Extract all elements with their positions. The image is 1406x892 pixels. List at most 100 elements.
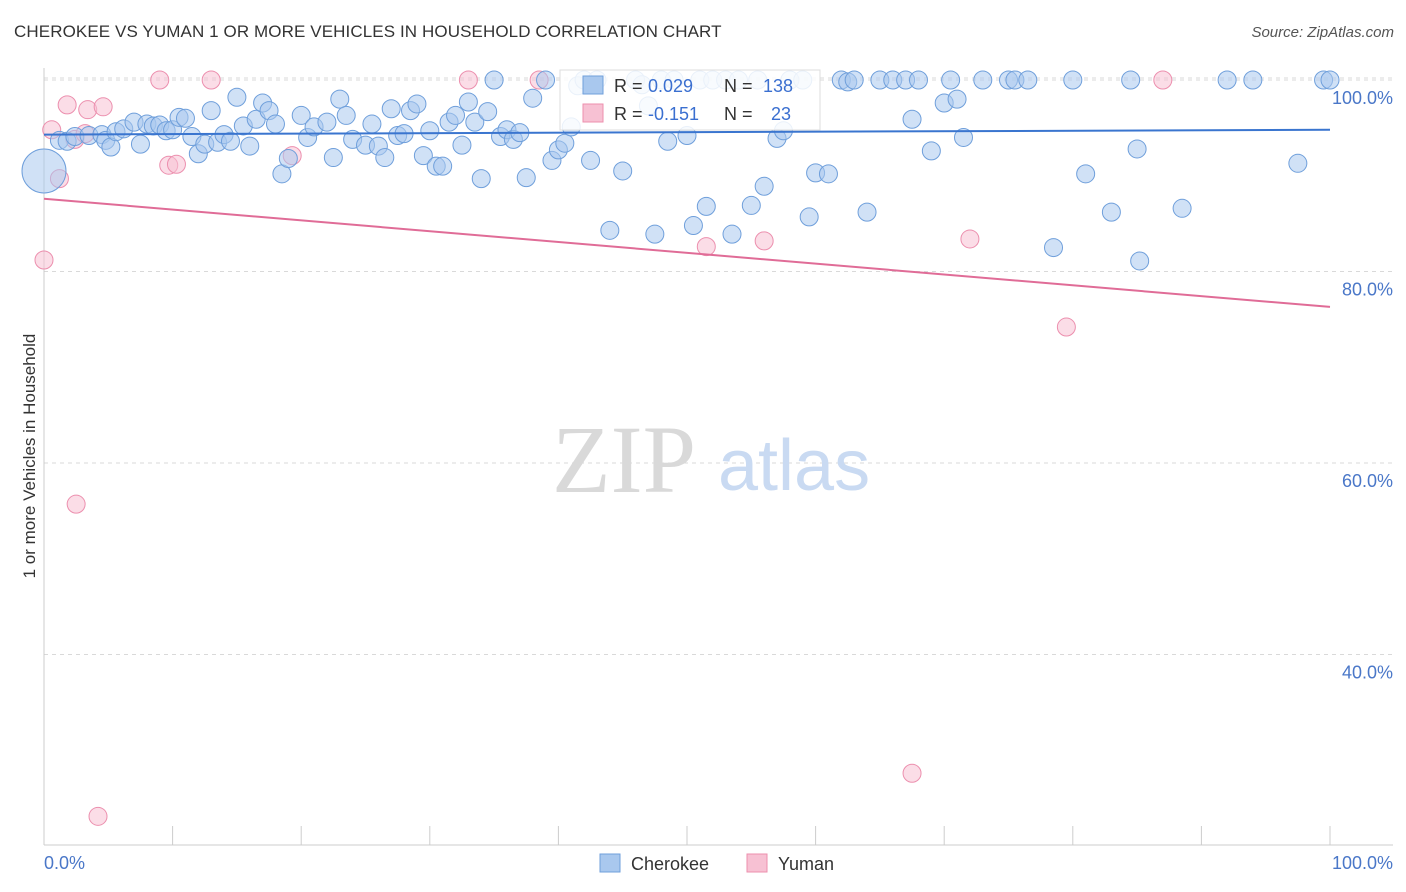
chart-title: CHEROKEE VS YUMAN 1 OR MORE VEHICLES IN … (14, 22, 722, 41)
yuman-point (902, 763, 922, 783)
cherokee-point (336, 105, 356, 125)
cherokee-point (1320, 70, 1340, 90)
cherokee-point (941, 70, 961, 90)
cherokee-point (921, 141, 941, 161)
x-tick-label-max: 100.0% (1332, 853, 1393, 873)
cherokee-point (857, 202, 877, 222)
cherokee-stats-swatch (582, 75, 604, 95)
yuman-point (66, 494, 86, 514)
yuman-point (201, 70, 221, 90)
y-tick-label-40: 40.0% (1342, 663, 1393, 683)
cherokee-point (658, 131, 678, 151)
cherokee-point (613, 161, 633, 181)
cherokee-point (844, 70, 864, 90)
cherokee-point (1101, 202, 1121, 222)
yuman-point (88, 806, 108, 826)
source-credit: Source: ZipAtlas.com (1251, 24, 1394, 41)
cherokee-point (696, 196, 716, 216)
y-tick-labels: 40.0% 60.0% 80.0% 100.0% (1332, 88, 1393, 683)
cherokee-point (1076, 164, 1096, 184)
cherokee-point (278, 149, 298, 169)
grid-lines (44, 77, 1393, 655)
cherokee-point (1121, 70, 1141, 90)
cherokee-point (458, 92, 478, 112)
yuman-point (754, 231, 774, 251)
cherokee-point (240, 136, 260, 156)
cherokee-point (1127, 139, 1147, 159)
cherokee-point (478, 102, 498, 122)
cherokee-point (420, 121, 440, 141)
legend-yuman-label: Yuman (778, 854, 834, 874)
cherokee-point (375, 148, 395, 168)
cherokee-point (484, 70, 504, 90)
yuman-r-label: R = (614, 104, 643, 124)
cherokee-point (953, 127, 973, 147)
yuman-point (34, 250, 54, 270)
cherokee-point (291, 105, 311, 125)
cherokee-point (581, 150, 601, 170)
cherokee-point (1044, 238, 1064, 258)
yuman-point (696, 237, 716, 257)
legend-cherokee-swatch (599, 853, 621, 873)
cherokee-n-value: 138 (763, 76, 793, 96)
axes (43, 68, 1393, 846)
cherokee-point (452, 135, 472, 155)
cherokee-point (1217, 70, 1237, 90)
cherokee-point (227, 87, 247, 107)
cherokee-point (130, 134, 150, 154)
cherokee-point (600, 220, 620, 240)
cherokee-point (683, 216, 703, 236)
yuman-point (150, 70, 170, 90)
cherokee-point (362, 114, 382, 134)
cherokee-point (516, 168, 536, 188)
cherokee-point (536, 70, 556, 90)
stats-box: R = 0.029 N = 138 R = -0.151 N = 23 (559, 69, 821, 131)
cherokee-point (21, 148, 67, 194)
legend-yuman-swatch (746, 853, 768, 873)
cherokee-point (741, 195, 761, 215)
watermark-atlas: atlas (718, 426, 870, 506)
cherokee-point (317, 112, 337, 132)
cherokee-point (645, 224, 665, 244)
cherokee-point (220, 131, 240, 151)
cherokee-point (947, 89, 967, 109)
cherokee-point (754, 176, 774, 196)
cherokee-point (908, 70, 928, 90)
x-tick-label-min: 0.0% (44, 853, 85, 873)
cherokee-point (175, 108, 195, 128)
yuman-point (57, 95, 77, 115)
yuman-point (960, 229, 980, 249)
cherokee-point (471, 169, 491, 189)
yuman-n-value: 23 (771, 104, 791, 124)
yuman-point (166, 154, 186, 174)
x-tick-labels: 0.0% 100.0% (43, 826, 1393, 873)
watermark: ZIP atlas (552, 406, 870, 513)
trend-lines (43, 128, 1331, 308)
cherokee-point (799, 207, 819, 227)
cherokee-point (201, 101, 221, 121)
cherokee-point (555, 133, 575, 153)
cherokee-point (818, 164, 838, 184)
legend-cherokee-label: Cherokee (631, 854, 709, 874)
yuman-r-value: -0.151 (648, 104, 699, 124)
cherokee-point (1243, 70, 1263, 90)
cherokee-point (1172, 198, 1192, 218)
cherokee-point (1288, 153, 1308, 173)
cherokee-point (407, 94, 427, 114)
cherokee-point (722, 224, 742, 244)
yuman-point (93, 97, 113, 117)
cherokee-point (433, 156, 453, 176)
yuman-point (78, 100, 98, 120)
cherokee-point (381, 99, 401, 119)
cherokee-point (902, 109, 922, 129)
cherokee-point (413, 146, 433, 166)
watermark-zip: ZIP (552, 406, 696, 513)
yuman-stats-swatch (582, 103, 604, 123)
cherokee-r-label: R = (614, 76, 643, 96)
y-tick-label-100: 100.0% (1332, 88, 1393, 108)
cherokee-point (330, 89, 350, 109)
cherokee-point (446, 105, 466, 125)
y-tick-label-80: 80.0% (1342, 280, 1393, 300)
yuman-n-label: N = (724, 104, 753, 124)
yuman-point (1056, 317, 1076, 337)
